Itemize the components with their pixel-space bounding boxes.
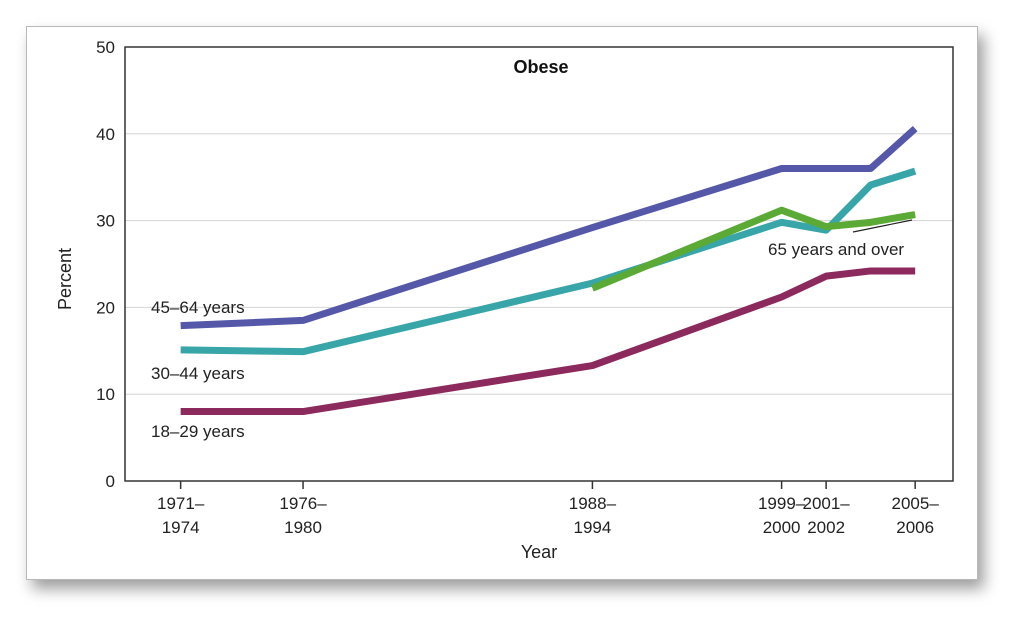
series-line-1 — [180, 167, 917, 356]
series-line-0 — [180, 125, 918, 330]
series-line-2 — [591, 206, 916, 292]
series-label-45-64: 45–64 years — [151, 298, 245, 317]
series-label-18-29: 18–29 years — [151, 422, 245, 441]
x-tick-label: 1974 — [162, 518, 200, 537]
x-tick-label: 1980 — [284, 518, 322, 537]
y-tick-label: 50 — [96, 38, 115, 57]
y-tick-label: 10 — [96, 385, 115, 404]
grid-layer: 0 10 20 30 40 50 1971– 1974 1976– 1980 1988– 1994 19… — [96, 38, 953, 537]
chart-title: Obese — [513, 57, 568, 77]
y-tick-label: 0 — [106, 472, 115, 491]
y-tick-label: 20 — [96, 298, 115, 317]
x-axis-title: Year — [521, 542, 557, 562]
x-tick-label: 2005– — [892, 494, 940, 513]
series-label-30-44: 30–44 years — [151, 364, 245, 383]
label-layer: Obese Percent Year 45–64 years 30–44 yea… — [55, 57, 913, 562]
x-tick-label: 1976– — [279, 494, 327, 513]
series-label-65-over: 65 years and over — [768, 240, 904, 259]
series-layer — [180, 125, 918, 416]
y-tick-label: 30 — [96, 212, 115, 231]
y-tick-label: 40 — [96, 125, 115, 144]
obesity-line-chart: 0 10 20 30 40 50 1971– 1974 1976– 1980 1988– 1994 19… — [55, 38, 954, 562]
x-tick-label: 2006 — [896, 518, 934, 537]
chart-frame: 0 10 20 30 40 50 1971– 1974 1976– 1980 1988– 1994 19… — [26, 26, 978, 580]
x-tick-label: 1988– — [569, 494, 617, 513]
x-tick-label: 2002 — [807, 518, 845, 537]
series-line-3 — [180, 267, 916, 416]
x-tick-label: 2000 — [763, 518, 801, 537]
plot-area-border — [124, 46, 954, 482]
series-label-65-over-leader — [852, 219, 913, 233]
x-tick-label: 1971– — [157, 494, 205, 513]
y-axis-title: Percent — [55, 248, 75, 310]
x-tick-label: 2001– — [802, 494, 850, 513]
x-tick-label: 1999– — [758, 494, 806, 513]
x-tick-label: 1994 — [574, 518, 612, 537]
